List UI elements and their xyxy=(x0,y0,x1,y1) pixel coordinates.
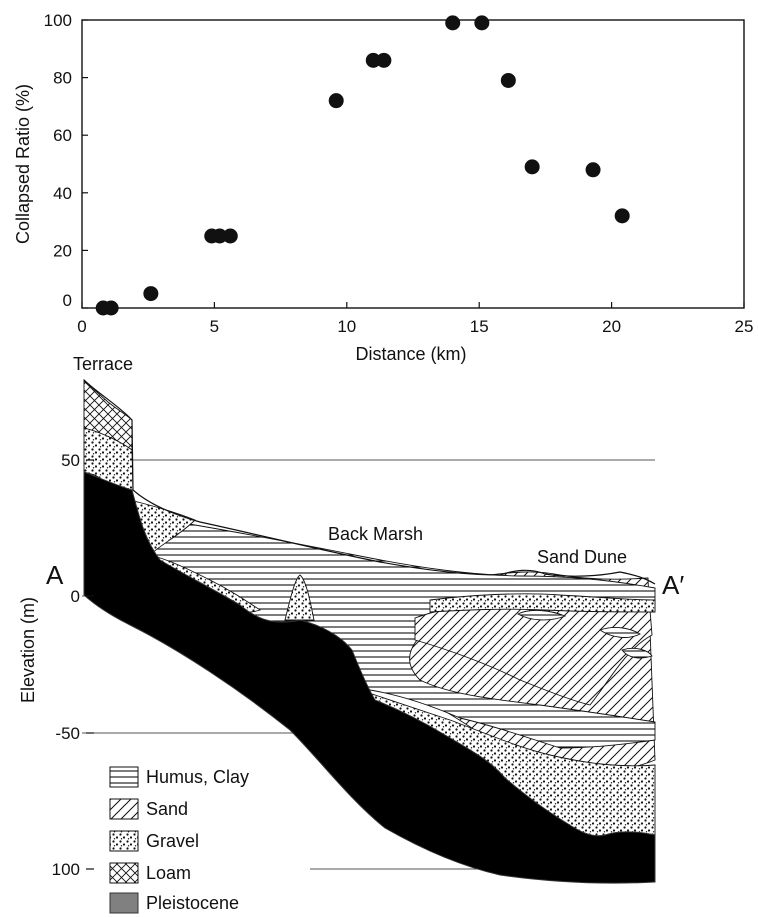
data-point xyxy=(103,300,119,316)
y-tick-label: 100 xyxy=(44,11,72,30)
legend-label-clay: Humus, Clay xyxy=(146,767,249,787)
surface-line xyxy=(83,379,656,585)
data-point xyxy=(524,159,540,175)
layer-gravel-spire xyxy=(284,574,315,621)
y-tick-label: 40 xyxy=(53,184,72,203)
data-point xyxy=(328,93,344,109)
data-point xyxy=(222,228,238,244)
plot-frame xyxy=(81,19,745,309)
data-point xyxy=(585,162,601,178)
y-tick-label: 60 xyxy=(53,126,72,145)
y-tick-label: 80 xyxy=(53,69,72,88)
legend-swatch-sand xyxy=(109,798,139,820)
x-tick-label: 0 xyxy=(77,317,86,336)
annotation-a-prime: A′ xyxy=(662,570,684,600)
section-y-axis-label: Elevation (m) xyxy=(18,597,38,703)
annotation-a: A xyxy=(46,560,64,590)
x-tick-label: 5 xyxy=(210,317,219,336)
y-tick-label: 0 xyxy=(63,291,72,310)
y-tick-label: 20 xyxy=(53,241,72,260)
cross-section: 50 0 -50 100 Elevation (m) Terrace Back … xyxy=(18,354,684,914)
legend-label-gravel: Gravel xyxy=(146,831,199,851)
legend-label-pleistocene: Pleistocene xyxy=(146,893,239,913)
legend-swatch-clay xyxy=(109,766,139,788)
data-point xyxy=(474,15,490,31)
x-tick-label: 20 xyxy=(602,317,621,336)
legend-swatch-pleistocene xyxy=(109,892,139,914)
data-point xyxy=(445,15,461,31)
data-point xyxy=(614,208,630,224)
section-yticks: 50 0 -50 100 xyxy=(52,451,94,879)
data-point xyxy=(376,52,392,68)
annotation-back-marsh: Back Marsh xyxy=(328,524,423,544)
x-tick-label: 25 xyxy=(735,317,754,336)
data-point xyxy=(500,72,516,88)
data-point xyxy=(212,228,228,244)
section-ytick-label: 0 xyxy=(71,587,80,606)
layer-gravel-top-lens xyxy=(429,593,656,613)
x-tick-label: 10 xyxy=(337,317,356,336)
annotation-terrace: Terrace xyxy=(73,354,133,374)
y-axis-label: Collapsed Ratio (%) xyxy=(13,84,33,244)
legend-label-sand: Sand xyxy=(146,799,188,819)
section-ytick-label: 100 xyxy=(52,860,80,879)
legend-swatch-gravel xyxy=(109,830,139,852)
x-tick-label: 15 xyxy=(470,317,489,336)
section-ytick-label: 50 xyxy=(61,451,80,470)
layer-pleistocene xyxy=(83,471,656,884)
data-point xyxy=(143,286,159,302)
data-point xyxy=(365,52,381,68)
legend-label-loam: Loam xyxy=(146,863,191,883)
layer-clay-lens-1 xyxy=(517,609,653,659)
scatter-ticks: 0 5 10 15 20 25 0 20 40 60 80 100 xyxy=(44,11,754,336)
scatter-points xyxy=(95,15,630,316)
section-ytick-label: -50 xyxy=(55,724,80,743)
legend: Humus, Clay Sand Gravel Loam Pleistocene xyxy=(109,766,249,914)
legend-swatch-loam xyxy=(109,862,139,884)
scatter-plot: 0 5 10 15 20 25 0 20 40 60 80 100 Distance (km) Col… xyxy=(13,11,753,364)
x-axis-label: Distance (km) xyxy=(355,344,466,364)
annotation-sand-dune: Sand Dune xyxy=(537,547,627,567)
